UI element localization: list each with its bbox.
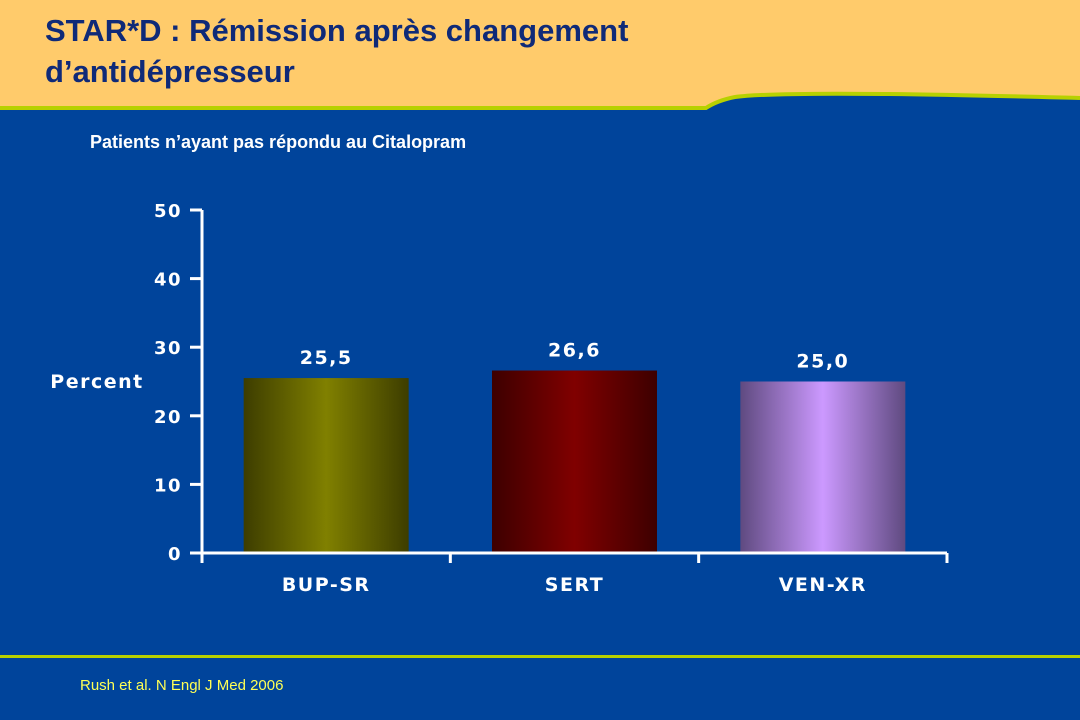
bar-chart: 25,5 BUP-SR 26,6 SERT 25,0 VEN-XR 0 10 20 30 40 50 P… xyxy=(50,201,949,596)
title-line-2: d’antidépresseur xyxy=(45,54,295,89)
y-tick-label: 20 xyxy=(154,407,182,428)
chart-subtitle: Patients n’ayant pas répondu au Citalopr… xyxy=(90,132,467,152)
y-tick-label: 50 xyxy=(154,201,182,222)
y-tick-label: 10 xyxy=(154,475,182,496)
bar-sert xyxy=(492,370,657,553)
x-tick-label: VEN-XR xyxy=(779,574,867,596)
header-background xyxy=(0,0,1080,108)
data-label: 25,0 xyxy=(796,351,849,373)
data-label: 25,5 xyxy=(300,347,353,369)
footer-divider xyxy=(0,655,1080,658)
data-label: 26,6 xyxy=(548,340,601,362)
bar-bup-sr xyxy=(243,378,409,553)
y-axis-label: Percent xyxy=(50,371,143,393)
x-tick-label: BUP-SR xyxy=(282,574,371,596)
x-tick-label: SERT xyxy=(545,574,604,596)
bar-ven-xr xyxy=(740,381,906,553)
page-title: STAR*D : Rémission après changement d’an… xyxy=(45,10,628,92)
y-tick-label: 30 xyxy=(154,338,182,359)
y-tick-label: 40 xyxy=(154,270,182,291)
y-tick-label: 0 xyxy=(168,544,182,565)
header-band xyxy=(0,0,1080,110)
header-accent-line xyxy=(0,91,1080,110)
title-line-1: STAR*D : Rémission après changement xyxy=(45,13,629,48)
citation: Rush et al. N Engl J Med 2006 xyxy=(80,677,284,694)
